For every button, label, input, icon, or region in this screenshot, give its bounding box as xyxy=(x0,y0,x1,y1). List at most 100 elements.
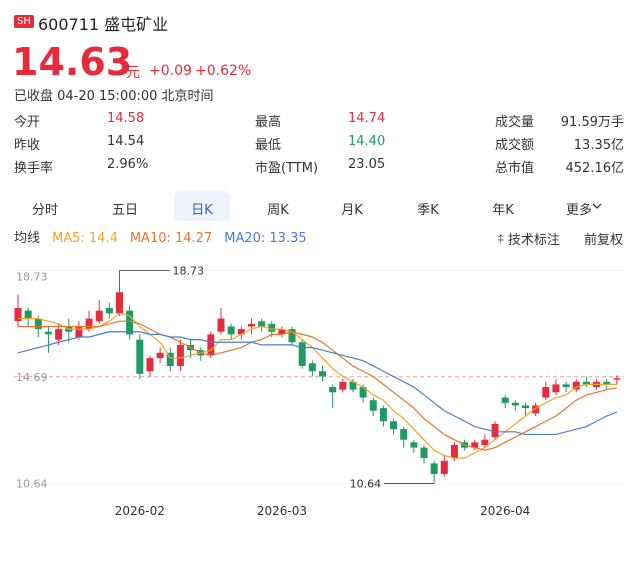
stat-value: 14.74 xyxy=(348,111,386,126)
candle-body xyxy=(552,384,560,393)
status: 已收盘 04-20 15:00:00 北京时间 xyxy=(14,89,214,104)
candle-body xyxy=(572,381,580,390)
candle-body xyxy=(430,463,438,474)
min-label: 10.64 xyxy=(350,477,382,490)
candle-body xyxy=(400,429,408,440)
stock-name: 盛屯矿业 xyxy=(104,15,169,34)
candle-body xyxy=(55,329,63,340)
tab[interactable]: 分时 xyxy=(31,203,59,218)
price-unit: 元 xyxy=(126,65,140,81)
ma-line xyxy=(18,312,617,459)
x-tick-label: 2026-04 xyxy=(480,504,530,518)
candle-body xyxy=(247,323,255,327)
candle-body xyxy=(420,447,428,459)
adjust[interactable]: 前复权 xyxy=(584,233,624,248)
x-tick-label: 2026-03 xyxy=(257,504,307,518)
stat-value: 14.58 xyxy=(107,111,145,126)
candle-body xyxy=(24,310,32,319)
candle-body xyxy=(613,378,621,380)
candle-body xyxy=(440,460,448,474)
candle-body xyxy=(136,339,144,374)
stock-title: 600711 盛屯矿业 xyxy=(38,11,168,35)
stat-label: 成交量 xyxy=(495,115,535,130)
tab[interactable]: 年K xyxy=(492,203,514,218)
price: 14.63 xyxy=(12,40,133,84)
more-chevron xyxy=(592,203,602,209)
tab[interactable]: 季K xyxy=(417,203,439,218)
candle-body xyxy=(410,442,418,448)
candle-body xyxy=(532,405,540,414)
legend-entry: MA20: 13.35 xyxy=(224,231,306,246)
max-label: 18.73 xyxy=(173,264,205,277)
candle-body xyxy=(237,329,245,335)
candle-body xyxy=(116,292,123,314)
tab-selected-bg xyxy=(174,191,230,221)
candle-body xyxy=(207,334,215,356)
tab[interactable]: 五日 xyxy=(111,203,139,218)
candle-body xyxy=(308,363,316,372)
tab[interactable]: 更多 xyxy=(565,203,593,218)
candle-body xyxy=(349,381,357,390)
legend-title: 均线 xyxy=(14,231,40,246)
legend-entry: MA5: 14.4 xyxy=(52,231,118,246)
candle-body xyxy=(95,310,103,322)
candle-body xyxy=(75,326,83,337)
stat-label: 总市值 xyxy=(495,161,535,176)
candle-body xyxy=(319,371,326,377)
stat-value: 2.96% xyxy=(107,157,149,172)
candle-body xyxy=(562,384,570,388)
change: +0.09 xyxy=(149,63,192,79)
candle-body xyxy=(481,439,489,445)
candle-body xyxy=(511,402,519,406)
candle-body xyxy=(603,381,611,385)
candle-body xyxy=(298,342,306,366)
stat-value: 14.54 xyxy=(107,134,145,149)
candle-body xyxy=(359,387,367,398)
tab[interactable]: 日K xyxy=(191,203,213,218)
candle-body xyxy=(288,329,296,343)
ma-line xyxy=(18,320,617,451)
stat-label: 昨收 xyxy=(14,138,41,153)
candle-body xyxy=(146,358,154,372)
candle-body xyxy=(339,381,347,390)
candle-body xyxy=(126,310,134,335)
candle-body xyxy=(390,421,398,430)
candle-body xyxy=(471,442,479,448)
stat-value: 23.05 xyxy=(348,157,386,172)
y-tick-label: 18.73 xyxy=(16,270,48,283)
stat-label: 最高 xyxy=(255,115,282,130)
candle-body xyxy=(369,400,377,411)
tech-mark[interactable]: ⤉ 技术标注 xyxy=(498,233,560,248)
stat-label: 今开 xyxy=(14,115,41,130)
exchange-badge: SH xyxy=(14,15,34,28)
legend-entry: MA10: 14.27 xyxy=(130,231,212,246)
stat-label: 最低 xyxy=(255,138,282,153)
change-pct: +0.62% xyxy=(195,63,252,79)
stat-value: 452.16亿 xyxy=(565,161,625,176)
candle-body xyxy=(491,423,499,438)
candle-body xyxy=(522,405,529,409)
candle-body xyxy=(166,352,174,366)
candle-body xyxy=(217,318,225,332)
stat-value: 91.59万手 xyxy=(560,115,624,130)
ma-line xyxy=(17,331,618,436)
candle-body xyxy=(582,381,590,385)
candle-body xyxy=(44,331,52,335)
candle-body xyxy=(450,444,458,459)
candle-body xyxy=(85,318,93,330)
candle-body xyxy=(501,397,509,403)
tab[interactable]: 周K xyxy=(267,203,289,218)
tab[interactable]: 月K xyxy=(341,203,363,218)
stock-code: 600711 xyxy=(38,15,100,34)
candle-body xyxy=(542,387,550,398)
y-tick-label: 10.64 xyxy=(16,477,48,490)
stat-value: 14.40 xyxy=(348,134,386,149)
candle-body xyxy=(227,326,235,335)
candle-body xyxy=(329,387,337,393)
chart: 均线 MA5: 14.4 MA10: 14.27 MA20: 13.35 10.64 14… xyxy=(14,231,624,518)
candle-body xyxy=(105,308,113,314)
candle-body xyxy=(258,321,266,327)
stat-value: 13.35亿 xyxy=(573,138,624,153)
candle-body xyxy=(14,308,22,322)
